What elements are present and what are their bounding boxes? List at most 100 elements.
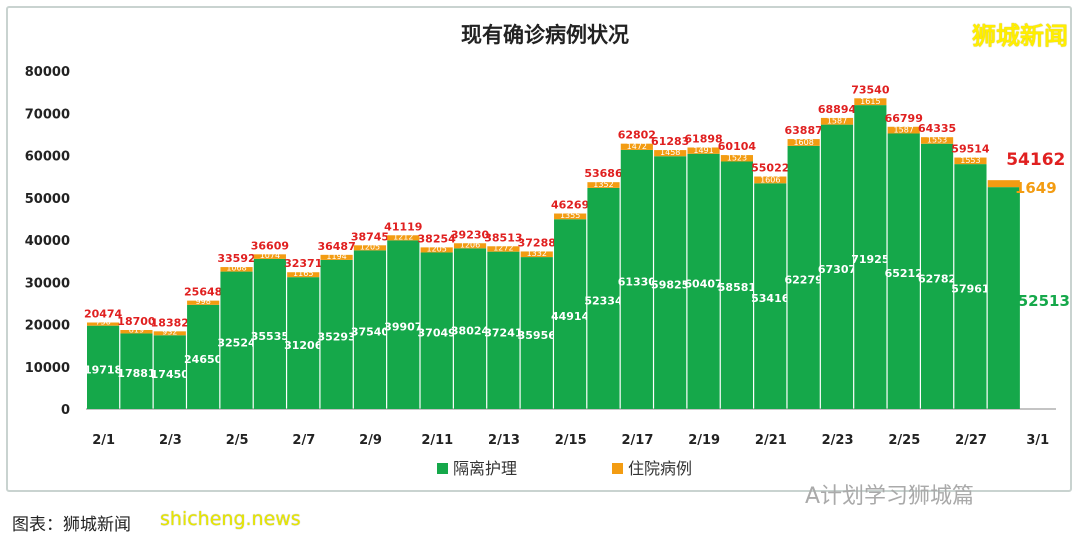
data-label-isolation: 67307 xyxy=(818,263,856,276)
data-label-hospital: 1205 xyxy=(360,242,380,251)
y-tick-label: 80000 xyxy=(25,65,70,80)
data-label-total: 53686 xyxy=(584,167,623,180)
bar-isolation xyxy=(620,149,653,410)
data-label-isolation: 58581 xyxy=(718,281,756,294)
bar-hospital xyxy=(820,117,854,125)
data-label-hospital: 819 xyxy=(129,325,144,334)
bar-isolation xyxy=(720,161,753,409)
bar-isolation xyxy=(654,156,687,409)
x-tick-label: 2/3 xyxy=(159,433,182,448)
data-label-isolation: 39907 xyxy=(384,321,422,334)
data-label-isolation: 31206 xyxy=(284,339,323,352)
y-tick-label: 30000 xyxy=(25,276,70,291)
data-label-isolation: 35956 xyxy=(518,329,557,342)
bar-isolation xyxy=(420,252,453,409)
bar-hospital xyxy=(320,254,353,260)
bar-isolation xyxy=(253,258,286,409)
y-tick-label: 0 xyxy=(61,403,70,418)
x-tick-label: 2/7 xyxy=(292,433,315,448)
x-tick-label: 2/21 xyxy=(755,433,787,448)
bar-isolation xyxy=(187,304,220,409)
data-label-total: 73540 xyxy=(851,83,890,96)
data-label-total: 32371 xyxy=(284,257,322,270)
data-label-isolation: 17881 xyxy=(117,367,155,380)
bar-hospital xyxy=(854,98,887,106)
data-label-hospital: 1649 xyxy=(1015,179,1057,197)
bar-isolation xyxy=(87,325,120,409)
bar-hospital xyxy=(387,235,420,241)
data-label-total: 62802 xyxy=(618,129,656,142)
bar-hospital xyxy=(87,322,120,326)
data-label-total: 68894 xyxy=(818,103,857,116)
data-label-hospital: 1458 xyxy=(660,148,680,157)
data-label-isolation: 32524 xyxy=(217,336,256,349)
bar-isolation xyxy=(687,153,720,409)
x-tick-label: 2/11 xyxy=(421,433,453,448)
watermark: A计划学习狮城篇 xyxy=(805,484,975,509)
data-label-isolation: 61330 xyxy=(618,275,657,288)
data-label-total: 63887 xyxy=(784,124,822,137)
data-label-total: 18382 xyxy=(151,316,189,329)
data-label-isolation: 71925 xyxy=(851,253,889,266)
bar-isolation xyxy=(120,333,153,409)
bar-hospital xyxy=(187,300,220,305)
data-label-hospital: 1615 xyxy=(860,97,880,106)
bar-isolation xyxy=(820,124,854,409)
data-label-isolation: 53416 xyxy=(751,292,790,305)
bar-hospital xyxy=(520,251,553,258)
bar-hospital xyxy=(654,150,687,157)
data-label-hospital: 1074 xyxy=(260,251,280,260)
bar-hospital xyxy=(921,137,954,144)
data-label-isolation: 19718 xyxy=(84,363,122,376)
x-tick-label: 2/15 xyxy=(555,433,587,448)
data-label-hospital: 1194 xyxy=(326,252,346,261)
bar-isolation xyxy=(987,187,1020,409)
bar-isolation xyxy=(787,145,820,410)
bar-isolation xyxy=(153,335,186,409)
data-label-isolation: 17450 xyxy=(151,368,190,381)
bar-hospital xyxy=(120,329,153,334)
y-tick-label: 40000 xyxy=(25,234,70,249)
bar-isolation xyxy=(954,164,987,409)
data-label-total: 38254 xyxy=(418,232,457,245)
data-label-isolation: 37241 xyxy=(484,326,522,339)
data-label-total: 20474 xyxy=(84,307,123,320)
data-label-isolation: 24650 xyxy=(184,353,223,366)
data-label-hospital: 1332 xyxy=(527,249,547,258)
bar-hospital xyxy=(253,254,286,259)
data-label-isolation: 59825 xyxy=(651,279,689,292)
bar-isolation xyxy=(921,143,954,410)
bar-isolation xyxy=(320,259,353,409)
x-tick-label: 3/1 xyxy=(1026,433,1049,448)
data-label-hospital: 1587 xyxy=(827,117,847,126)
data-label-isolation: 44914 xyxy=(551,310,590,323)
data-label-total: 54162 xyxy=(1006,150,1065,170)
chart-frame xyxy=(6,6,1072,492)
bar-isolation xyxy=(487,251,520,409)
bar-isolation xyxy=(220,271,253,409)
legend-label: 隔离护理 xyxy=(453,459,517,478)
data-label-hospital: 1472 xyxy=(627,142,647,151)
data-label-total: 60104 xyxy=(718,140,757,153)
data-label-total: 64335 xyxy=(918,122,956,135)
data-label-total: 61283 xyxy=(651,135,689,148)
bar-isolation xyxy=(587,187,620,409)
chart-title: 现有确诊病例状况 xyxy=(461,23,629,47)
bar-hospital xyxy=(987,180,1020,188)
x-tick-label: 2/1 xyxy=(92,433,115,448)
y-tick-label: 60000 xyxy=(25,150,70,165)
legend-swatch xyxy=(437,463,448,474)
data-label-isolation: 37540 xyxy=(351,326,390,339)
data-label-total: 61898 xyxy=(684,132,722,145)
x-tick-label: 2/5 xyxy=(226,433,249,448)
legend-label: 住院病例 xyxy=(628,459,692,478)
data-label-total: 66799 xyxy=(885,112,923,125)
x-tick-label: 2/27 xyxy=(955,433,987,448)
source-label: 图表：狮城新闻 xyxy=(12,515,131,535)
bar-hospital xyxy=(554,213,587,220)
data-label-total: 36609 xyxy=(251,239,289,252)
bar-hospital xyxy=(720,155,753,162)
bar-hospital xyxy=(754,176,787,184)
bar-hospital xyxy=(887,126,920,134)
